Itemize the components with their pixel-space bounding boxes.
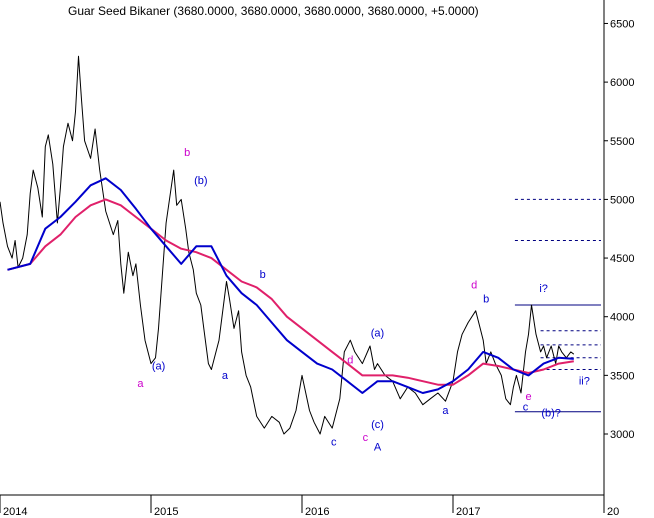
moving-average-fast-line	[7, 177, 574, 394]
wave-label-2: b	[184, 147, 190, 159]
wave-label-13: d	[471, 280, 477, 292]
x-tick-label-1: 2015	[154, 506, 178, 518]
wave-label-16: c	[523, 402, 529, 414]
wave-label-12: a	[442, 405, 449, 417]
y-tick-label-1: 3500	[610, 370, 634, 382]
wave-label-11: A	[374, 441, 382, 453]
y-tick-label-3: 4500	[610, 253, 634, 265]
wave-label-0: a	[137, 378, 144, 390]
wave-label-4: a	[222, 370, 229, 382]
x-tick-label-0: 2014	[3, 506, 27, 518]
wave-label-3: (b)	[194, 175, 207, 187]
y-tick-label-7: 6500	[610, 18, 634, 30]
y-tick-label-0: 3000	[610, 429, 634, 441]
wave-label-18: i?	[539, 283, 548, 295]
wave-label-10: (c)	[371, 419, 384, 431]
y-tick-label-4: 5000	[610, 194, 634, 206]
x-tick-label-3: 2017	[456, 506, 480, 518]
chart-title: Guar Seed Bikaner (3680.0000, 3680.0000,…	[68, 4, 479, 18]
wave-label-15: e	[525, 391, 531, 403]
wave-label-17: (b)?	[541, 407, 561, 419]
x-tick-label-2: 2016	[305, 506, 329, 518]
y-tick-label-5: 5500	[610, 136, 634, 148]
wave-label-6: c	[331, 437, 337, 449]
moving-average-slow-line	[7, 198, 574, 386]
wave-label-1: (a)	[152, 360, 165, 372]
level-lines	[514, 198, 601, 413]
wave-label-7: d	[347, 355, 353, 367]
x-tick-label-4: 20	[607, 506, 619, 518]
wave-label-19: ii?	[579, 376, 590, 388]
wave-label-8: (a)	[371, 328, 384, 340]
x-axis-ticks: 2014 2015 2016 2017 20	[0, 495, 619, 518]
series-group	[0, 55, 575, 435]
wave-label-14: b	[483, 294, 489, 306]
wave-label-5: b	[260, 269, 266, 281]
y-tick-label-2: 4000	[610, 312, 634, 324]
y-axis-ticks: 3000 3500 4000 4500 5000 5500 6000 6500	[604, 18, 634, 441]
price-line	[0, 55, 575, 435]
wave-label-9: c	[363, 432, 369, 444]
y-tick-label-6: 6000	[610, 77, 634, 89]
